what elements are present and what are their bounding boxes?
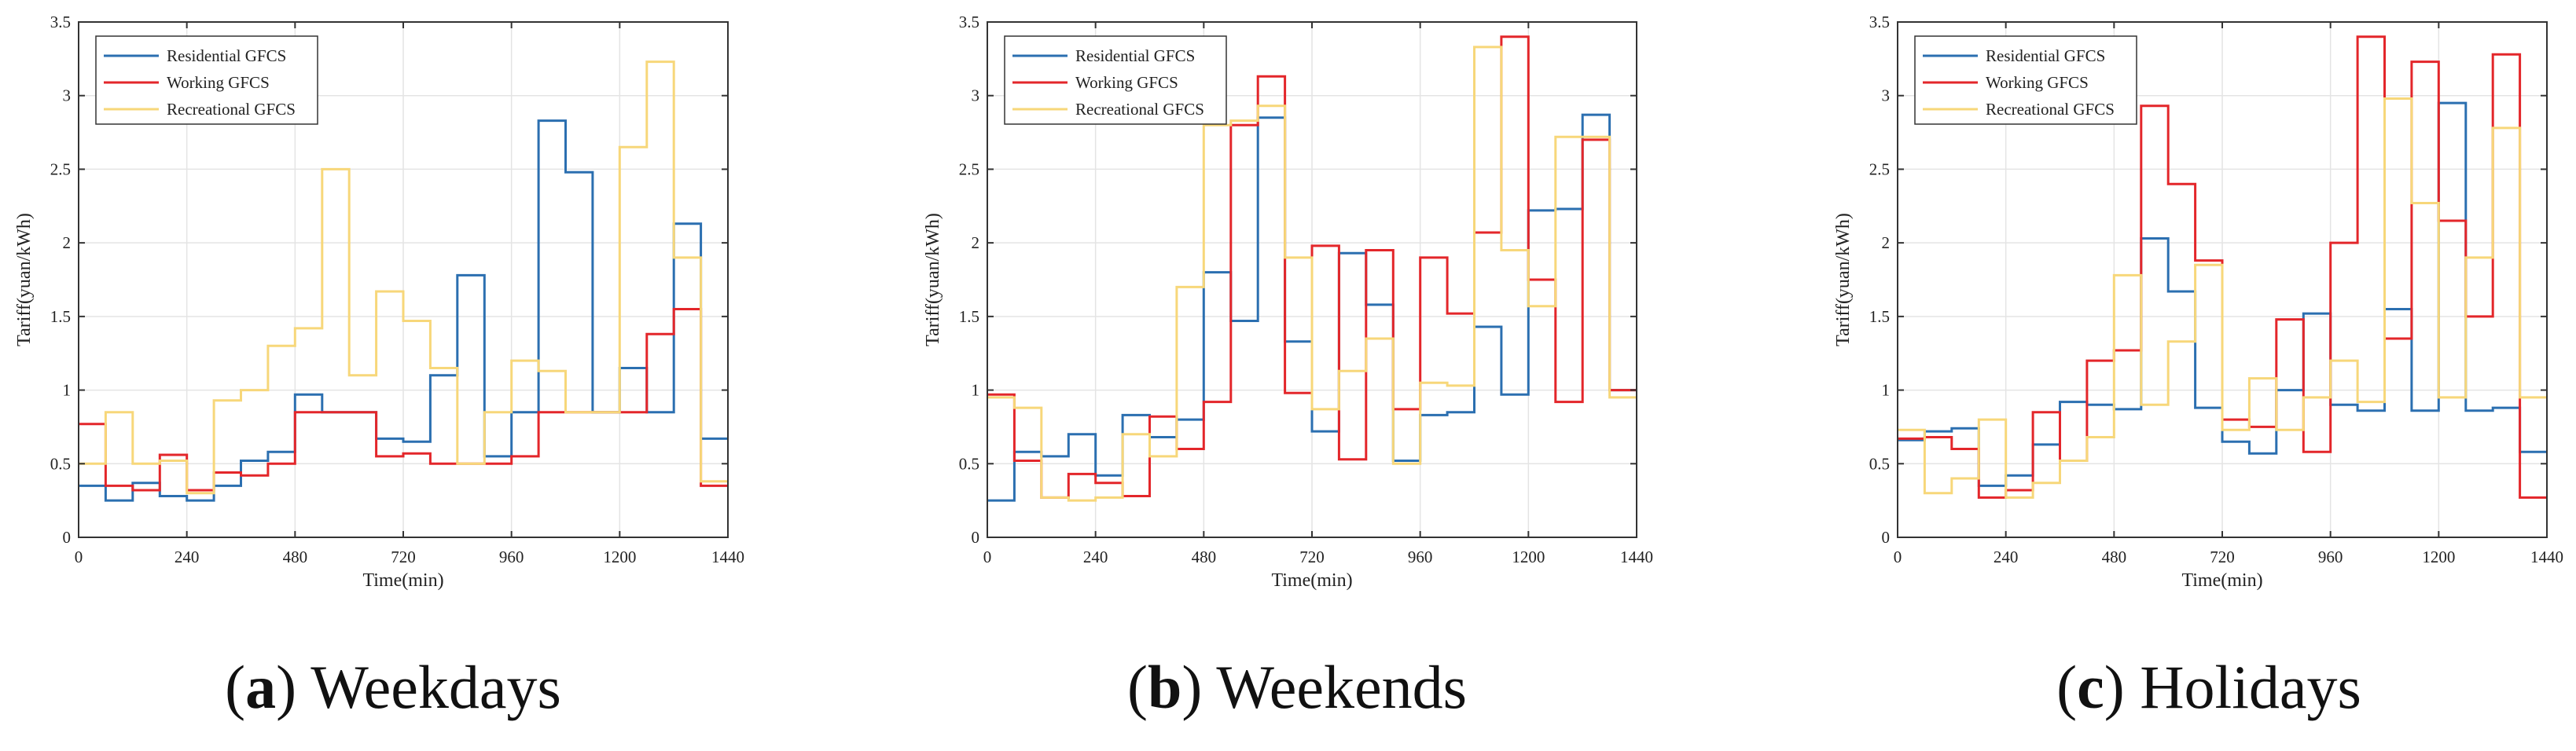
x-tick-label: 720: [391, 548, 416, 566]
legend-label: Working GFCS: [167, 73, 270, 92]
series-line-recreational: [79, 60, 728, 495]
legend-label: Recreational GFCS: [167, 100, 296, 119]
chart-panel-a: 0 240 480 720 960 1200 1440 0 0.5 1 1.5 2 2.5 3 3.5 Tim…: [14, 13, 744, 591]
x-tick-label: 1200: [1512, 548, 1545, 566]
y-tick-label: 0: [63, 528, 72, 547]
y-tick-label: 3: [972, 86, 980, 105]
legend-label: Residential GFCS: [1986, 46, 2105, 65]
caption-c: (c) Holidays: [2056, 653, 2361, 721]
legend-label: Working GFCS: [1075, 73, 1178, 92]
legend-label: Residential GFCS: [167, 46, 286, 65]
legend-label: Recreational GFCS: [1986, 100, 2115, 119]
chart-panel-c: 0 240 480 720 960 1200 1440 0 0.5 1 1.5 2 2.5 3 3.5 Tim…: [1833, 13, 2563, 591]
y-tick-label: 2.5: [1869, 159, 1890, 178]
y-tick-label: 2.5: [50, 159, 71, 178]
y-tick-label: 2.5: [959, 159, 979, 178]
x-tick-label: 480: [2102, 548, 2127, 566]
y-tick-label: 1: [972, 381, 980, 400]
caption-b-text: Weekends: [1216, 653, 1468, 721]
legend: Residential GFCS Working GFCS Recreational…: [95, 35, 318, 125]
y-tick-label: 3: [63, 86, 72, 105]
y-tick-label: 0: [1882, 528, 1891, 547]
x-tick-label: 720: [1299, 548, 1325, 566]
caption-c-text: Holidays: [2140, 653, 2361, 721]
legend-label: Recreational GFCS: [1075, 100, 1204, 119]
x-tick-label: 1200: [2422, 548, 2455, 566]
chart-panel-b: 0 240 480 720 960 1200 1440 0 0.5 1 1.5 2 2.5 3 3.5 Tim…: [923, 13, 1653, 591]
y-tick-label: 1: [1882, 381, 1891, 400]
y-tick-label: 3.5: [50, 13, 71, 31]
x-tick-label: 240: [1083, 548, 1108, 566]
caption-a-letter: a: [245, 653, 277, 721]
y-tick-label: 2: [972, 233, 980, 252]
y-tick-label: 3: [1882, 86, 1891, 105]
x-tick-label: 1200: [603, 548, 636, 566]
x-tick-label: 0: [75, 548, 83, 566]
x-tick-label: 960: [1408, 548, 1433, 566]
legend: Residential GFCS Working GFCS Recreational…: [1004, 35, 1227, 125]
x-tick-label: 480: [283, 548, 308, 566]
series-line-working: [79, 308, 728, 492]
series-line-recreational: [1898, 97, 2547, 499]
y-tick-label: 1: [63, 381, 72, 400]
legend: Residential GFCS Working GFCS Recreational…: [1914, 35, 2137, 125]
y-axis-label: Tariff(yuan/kWh): [923, 213, 943, 346]
x-tick-label: 0: [983, 548, 992, 566]
x-tick-label: 0: [1894, 548, 1902, 566]
x-tick-label: 240: [175, 548, 200, 566]
x-tick-label: 240: [1994, 548, 2019, 566]
x-axis-label: Time(min): [1271, 570, 1352, 591]
x-tick-label: 1440: [711, 548, 744, 566]
y-axis-label: Tariff(yuan/kWh): [14, 213, 35, 346]
y-tick-label: 1.5: [50, 307, 71, 326]
caption-a: (a) Weekdays: [225, 653, 561, 721]
y-tick-label: 0.5: [1869, 454, 1890, 473]
x-tick-label: 720: [2210, 548, 2235, 566]
y-tick-label: 0.5: [959, 454, 979, 473]
y-tick-label: 2: [1882, 233, 1891, 252]
caption-b: (b) Weekends: [1126, 653, 1468, 721]
x-tick-label: 1440: [2530, 548, 2563, 566]
y-tick-label: 1.5: [1869, 307, 1890, 326]
series-line-recreational: [987, 46, 1637, 502]
x-tick-label: 960: [499, 548, 524, 566]
caption-c-letter: c: [2077, 653, 2104, 721]
legend-label: Residential GFCS: [1075, 46, 1195, 65]
y-tick-label: 0.5: [50, 454, 71, 473]
x-axis-label: Time(min): [2181, 570, 2262, 591]
y-tick-label: 1.5: [959, 307, 979, 326]
y-axis-label: Tariff(yuan/kWh): [1833, 213, 1854, 346]
y-tick-label: 3.5: [959, 13, 979, 31]
legend-label: Working GFCS: [1986, 73, 2089, 92]
caption-a-text: Weekdays: [311, 653, 561, 721]
y-tick-label: 0: [972, 528, 980, 547]
y-tick-label: 3.5: [1869, 13, 1890, 31]
y-tick-label: 2: [63, 233, 72, 252]
x-tick-label: 960: [2318, 548, 2343, 566]
x-tick-label: 480: [1192, 548, 1217, 566]
x-axis-label: Time(min): [362, 570, 443, 591]
caption-b-letter: b: [1147, 653, 1182, 721]
x-tick-label: 1440: [1620, 548, 1653, 566]
